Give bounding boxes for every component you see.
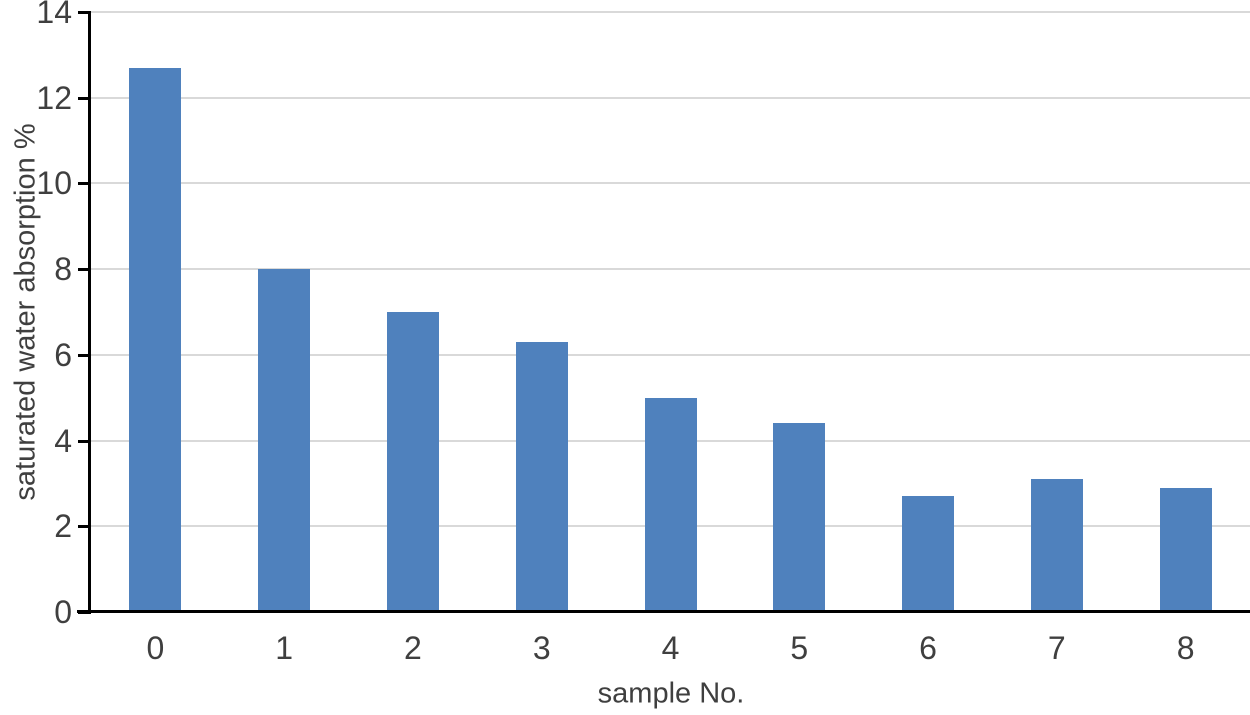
gridline-6 — [91, 353, 1250, 356]
gridline-10 — [91, 182, 1250, 185]
x-tick-label-3: 3 — [532, 630, 551, 666]
y-tick-mark-6 — [78, 353, 91, 357]
gridline-8 — [91, 268, 1250, 271]
y-tick-mark-12 — [78, 96, 91, 100]
bar-sample-1 — [258, 269, 311, 612]
y-axis-line — [88, 12, 91, 613]
bar-sample-5 — [773, 423, 826, 612]
bar-sample-3 — [515, 342, 568, 612]
y-tick-label-6: 6 — [54, 336, 72, 373]
y-tick-label-2: 2 — [54, 508, 72, 545]
y-tick-mark-2 — [78, 525, 91, 529]
bar-sample-7 — [1030, 479, 1083, 612]
x-tick-label-0: 0 — [146, 630, 165, 666]
bar-sample-2 — [386, 312, 439, 612]
y-tick-mark-8 — [78, 268, 91, 272]
y-tick-mark-0 — [78, 611, 91, 614]
y-tick-label-10: 10 — [36, 165, 72, 202]
y-tick-label-12: 12 — [36, 79, 72, 116]
plot-area — [91, 11, 1250, 612]
x-tick-label-4: 4 — [661, 630, 680, 666]
gridline-14 — [91, 11, 1250, 13]
y-tick-label-8: 8 — [54, 251, 72, 288]
x-tick-label-6: 6 — [919, 630, 937, 666]
y-tick-mark-10 — [78, 182, 91, 186]
x-tick-label-5: 5 — [790, 630, 809, 666]
y-tick-mark-14 — [78, 11, 91, 14]
y-axis-title: saturated water absorption % — [9, 123, 42, 501]
x-tick-label-7: 7 — [1047, 630, 1066, 666]
y-tick-label-14: 14 — [36, 0, 72, 30]
x-axis-title: sample No. — [597, 677, 745, 710]
y-tick-mark-4 — [78, 439, 91, 443]
y-tick-label-4: 4 — [54, 422, 72, 459]
x-axis-line — [77, 610, 1250, 613]
x-tick-label-2: 2 — [404, 630, 422, 666]
bar-sample-4 — [644, 397, 697, 612]
x-tick-label-8: 8 — [1176, 630, 1195, 666]
bar-sample-6 — [902, 496, 955, 612]
x-tick-label-1: 1 — [275, 630, 294, 666]
bar-sample-0 — [129, 67, 182, 612]
y-tick-label-0: 0 — [54, 594, 72, 630]
gridline-12 — [91, 96, 1250, 99]
bar-sample-8 — [1159, 487, 1212, 612]
